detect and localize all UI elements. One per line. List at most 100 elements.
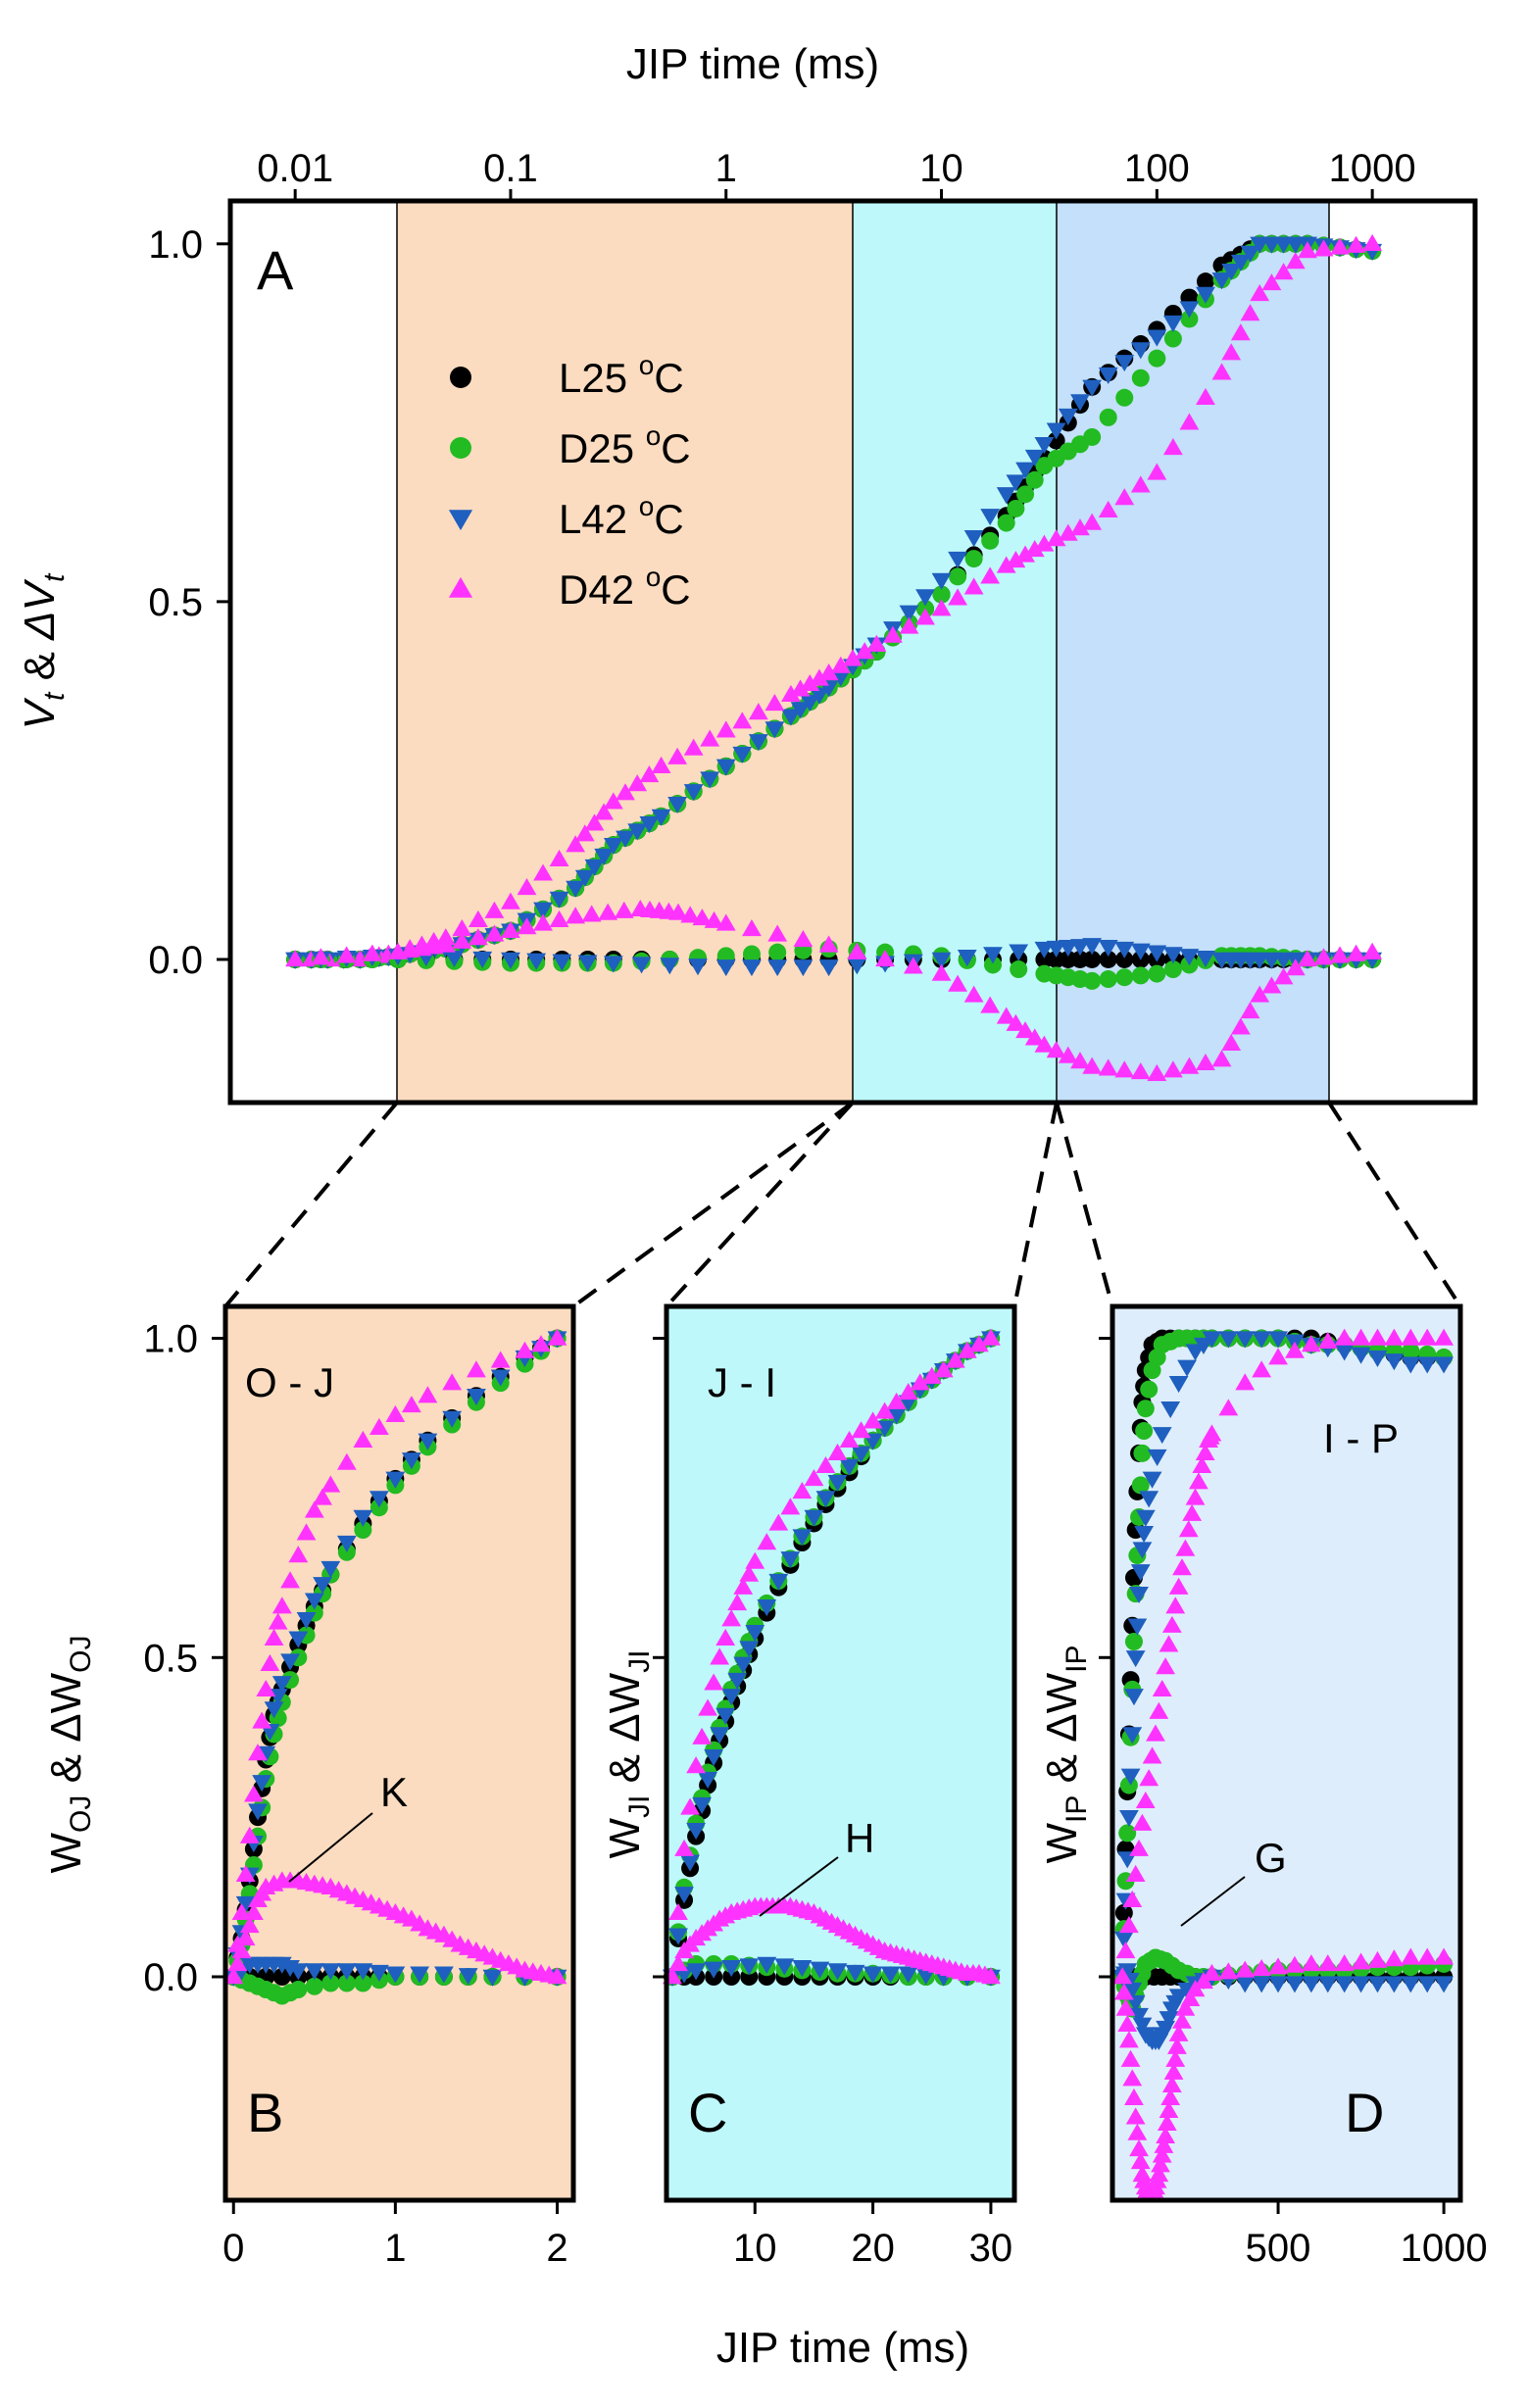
point-D42-V-16 [501,892,520,909]
D-point-D42-W-5 [1129,1839,1149,1856]
point-L42-V-67 [1196,286,1215,304]
point-D42-V-43 [855,642,875,660]
panel-a-data [285,233,1383,1081]
panel-b-data [223,1328,567,2005]
D-point-L42-W-4 [1119,1809,1139,1828]
C-point-D42-W-18 [792,1482,813,1499]
a-xtick-label-2: 1 [715,147,737,190]
C-point-L42-dW-11 [845,1964,865,1983]
C-point-L42-W-3 [680,1854,700,1872]
D-point-D25-W-13 [1135,1422,1154,1441]
D-point-D42-W-36 [1334,1328,1355,1346]
C-point-L42-W-14 [745,1625,765,1643]
point-D42-V-47 [915,608,935,625]
point-L42-V-33 [732,746,753,763]
point-D42-dV-28 [715,913,736,931]
B-point-D42-W-18 [321,1475,341,1493]
C-point-D42-dW-1 [668,1954,688,1972]
point-L42-V-64 [1147,329,1167,347]
point-D42-dV-35 [903,957,923,974]
B-point-L42-W-18 [321,1560,341,1578]
panel-a-axes: 0.01 0.1 1 10 100 1000 0.0 0.5 1.0 [148,147,1415,982]
C-point-L42-dW-14 [898,1966,918,1984]
point-D42-V-53 [1006,551,1026,568]
point-L25-V-57 [1047,431,1065,450]
D-point-D42-W-41 [1417,1328,1438,1346]
legend-marker-D25 [450,437,471,459]
D-point-L42-W-9 [1127,1618,1148,1636]
D-point-L42-W-32 [1334,1344,1355,1361]
C-point-D42-W-20 [815,1455,836,1474]
point-D42-dV-59 [1240,1002,1260,1019]
point-D42-dV-50 [1114,1060,1135,1078]
C-point-D42-W-34 [981,1328,1001,1346]
annotation-g-leader [1180,1876,1246,1927]
point-L42-V-50 [963,529,984,548]
D-point-D42-W-33 [1285,1341,1305,1358]
C-point-L42-W-13 [739,1641,760,1658]
C-point-L42-W-4 [686,1822,706,1841]
point-D42-V-23 [594,803,615,820]
D-point-D42-dW-43 [1252,1958,1272,1977]
ylC-part-3: JI [623,1650,656,1673]
D-point-D25-W-15 [1140,1380,1159,1399]
point-L42-V-66 [1179,301,1200,319]
D-point-D42-W-37 [1351,1328,1371,1346]
panel-c-title: J - I [708,1359,776,1405]
point-D42-V-60 [1082,513,1103,530]
series-L42-V [285,236,1383,969]
point-D25-dV-32 [1083,971,1102,990]
D-point-D42-W-13 [1156,1657,1175,1675]
point-D42-V-42 [843,649,863,666]
series-D42-dV [285,899,1383,1081]
B-point-L42-W-6 [248,1803,268,1821]
B-point-L42-W-10 [264,1701,284,1719]
panel-a-y-label: Vt & ΔVt [16,572,71,729]
C-series-D42-dW [663,1896,1001,1985]
ylabel-main: V [16,697,64,729]
point-D25-dV-18 [768,943,787,961]
ylabel-sub2: t [38,572,71,582]
point-L42-V-27 [639,816,660,834]
point-D25-dV-27 [1010,960,1028,979]
B-point-D42-W-8 [256,1679,276,1697]
panel-a-letter: A [257,239,294,301]
point-D42-dV-9 [452,931,472,949]
point-D25-V-63 [1131,369,1150,387]
D-point-D42-dW-47 [1317,1954,1338,1972]
C-point-L42-W-20 [815,1491,836,1508]
D-point-D42-W-38 [1367,1328,1388,1346]
point-D42-dV-32 [818,935,839,953]
B-point-L42-dW-13 [369,1964,389,1983]
D-point-D42-W-10 [1146,1724,1165,1742]
point-D42-dV-67 [1346,944,1366,961]
legend-label-D25-unit: C [661,425,690,471]
point-D42-dV-16 [566,907,586,924]
legend-marker-D42 [448,576,473,598]
point-L42-V-48 [931,572,952,590]
D-point-D42-W-6 [1132,1813,1153,1831]
C-point-L42-W-23 [851,1446,871,1463]
point-L42-dV-17 [742,959,762,977]
point-D42-V-62 [1114,488,1135,506]
legend-label-D42-unit: C [661,566,690,613]
C-point-D42-W-14 [745,1551,765,1569]
D-point-D42-W-22 [1185,1488,1206,1505]
point-D42-dV-39 [980,996,1001,1013]
D-point-L42-dW-29 [1317,1976,1338,1993]
point-D42-V-34 [748,703,768,720]
B-point-L42-dW-11 [336,1963,357,1981]
point-L42-dV-8 [501,952,520,969]
D-point-D42-dW-5 [1120,2049,1141,2067]
B-point-D42-dW-2 [231,1941,252,1959]
point-L42-dV-20 [818,959,839,977]
point-L25-V-67 [1196,272,1214,291]
point-D42-dV-41 [1006,1013,1026,1031]
point-L42-V-22 [584,859,605,876]
C-point-D42-W-25 [874,1401,895,1419]
C-point-L42-W-26 [886,1407,907,1425]
point-D42-V-73 [1261,273,1282,291]
D-point-L42-W-20 [1168,1375,1189,1394]
